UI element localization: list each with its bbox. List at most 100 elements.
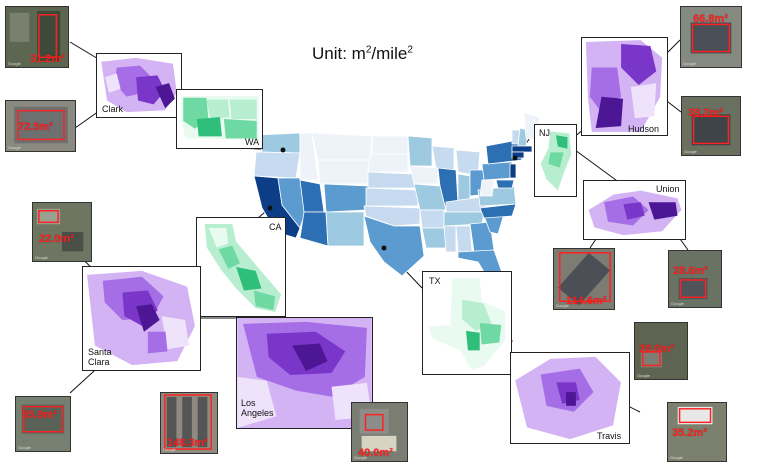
state-nm [325, 211, 365, 247]
state-nj [509, 163, 517, 179]
area-label: 31.2m² [30, 53, 65, 65]
satellite-thumbnail-clark-1: 31.2m² Google [5, 6, 69, 68]
satellite-image [691, 114, 731, 146]
panel-santa-clara: Santa Clara [82, 266, 201, 371]
state-ms [443, 225, 457, 253]
panel-label-wa: WA [245, 137, 260, 147]
area-label: 114.6m² [566, 295, 607, 307]
imagery-credit: Google [8, 61, 21, 66]
state-az [299, 211, 329, 247]
state-ma [511, 145, 533, 153]
leader-line [574, 149, 621, 184]
satellite-thumbnail-clark-2: 72.5m² Google [5, 100, 76, 152]
panel-travis: Travis [510, 352, 630, 444]
wa-anchor-dot [280, 147, 286, 153]
state-ia [409, 165, 439, 185]
county-shape [548, 152, 564, 168]
nj-anchor-dot [512, 155, 518, 161]
panel-union: Union [583, 180, 686, 240]
imagery-credit: Google [35, 255, 48, 260]
imagery-credit: Google [556, 303, 569, 308]
panel-label-tx: TX [429, 276, 441, 286]
area-label: 35.2m² [672, 427, 707, 439]
imagery-credit: Google [18, 445, 31, 450]
county-shape [466, 330, 480, 351]
panel-tx: TX [422, 271, 512, 375]
tract-shape [566, 392, 576, 406]
satellite-image [678, 278, 708, 300]
state-anchor-dots [267, 147, 518, 251]
satellite-thumbnail-travis-2: 35.2m² Google [667, 402, 727, 462]
tract-shape [105, 73, 121, 93]
satellite-thumbnail-hudson-2: 39.2m² Google [681, 96, 741, 156]
state-mn [407, 135, 433, 167]
panel-wa: WA [176, 89, 263, 149]
us-state-choropleth [253, 111, 541, 289]
tract-shape [623, 202, 645, 220]
area-label: 148.3m² [167, 437, 208, 449]
county-shape [462, 299, 492, 331]
county-shape [223, 119, 257, 139]
county-shape [555, 135, 568, 149]
state-co [323, 183, 369, 213]
satellite-thumbnail-union-2: 28.6m² Google [668, 250, 722, 308]
los-angeles-tract-map [237, 318, 372, 428]
panel-label-santa-clara: Santa Clara [88, 347, 112, 367]
state-ut [299, 179, 325, 213]
area-label: 66.8m² [693, 13, 728, 25]
state-ks [365, 187, 419, 207]
state-ar [419, 209, 445, 229]
tract-shape [630, 83, 657, 119]
imagery-credit: Google [354, 455, 367, 460]
satellite-image [9, 10, 61, 62]
county-shape [206, 99, 230, 119]
tract-shape [136, 304, 160, 332]
nj-county-map [540, 131, 572, 191]
area-label: 28.6m² [673, 265, 708, 277]
state-nc [479, 203, 517, 219]
tract-shape [155, 83, 175, 109]
satellite-thumbnail-santa-clara-2: 55.9m² Google [15, 396, 71, 452]
area-label: 39.2m² [688, 107, 723, 119]
state-or [253, 151, 301, 179]
imagery-credit: Google [683, 61, 696, 66]
panel-label-nj: NJ [539, 128, 550, 138]
satellite-thumbnail-travis-1: 20.0m² Google [634, 322, 688, 380]
ca-anchor-dot [267, 205, 273, 211]
county-shape [196, 117, 222, 137]
state-wv [479, 179, 495, 197]
santa-clara-tract-map [87, 270, 195, 366]
tract-shape [648, 202, 678, 220]
tract-shape [237, 376, 277, 428]
imagery-credit: Google [684, 149, 697, 154]
state-mt [311, 132, 373, 161]
satellite-image [164, 394, 212, 450]
state-nd [371, 135, 409, 155]
panel-nj: NJ [534, 124, 577, 197]
county-shape [218, 245, 241, 269]
imagery-credit: Google [671, 301, 684, 306]
wa-county-map [181, 95, 259, 141]
state-ne [367, 171, 417, 189]
state-wi [431, 145, 455, 171]
satellite-image [640, 350, 662, 368]
imagery-credit: Google [163, 447, 176, 452]
panel-clark: Clark [96, 53, 182, 118]
ca-county-map [204, 223, 282, 312]
satellite-thumbnail-santa-clara-1: 22.0m² Google [32, 202, 92, 262]
panel-label-clark: Clark [102, 104, 124, 114]
area-label: 55.9m² [22, 409, 57, 421]
travis-tract-map [515, 356, 621, 440]
area-label: 40.0m² [358, 447, 393, 459]
unit-title: Unit: m2/mile2 [312, 44, 413, 63]
satellite-image [36, 208, 84, 252]
satellite-image [359, 408, 397, 452]
imagery-credit: Google [637, 373, 650, 378]
tract-shape [161, 316, 190, 350]
satellite-image [21, 404, 65, 434]
satellite-thumbnail-hudson-1: 66.8m² Google [680, 6, 742, 68]
satellite-thumbnail-los-angeles-1: 148.3m² Google [160, 392, 218, 454]
satellite-image [677, 406, 713, 425]
